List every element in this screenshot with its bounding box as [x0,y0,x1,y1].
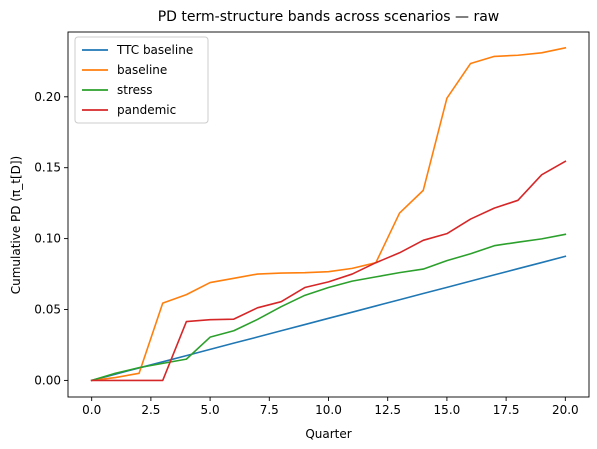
legend-label: baseline [117,63,167,77]
legend-label: TTC baseline [116,43,193,57]
x-tick-label: 15.0 [434,403,461,417]
series-line-pandemic [90,160,567,382]
y-tick-label: 0.10 [34,232,61,246]
chart-title: PD term-structure bands across scenarios… [158,9,500,25]
x-tick-label: 10.0 [315,403,342,417]
y-tick-label: 0.05 [34,303,61,317]
legend-box [74,36,209,124]
x-tick-label: 17.5 [493,403,520,417]
legend-label: pandemic [117,103,176,117]
plot-area: 0.0 2.5 5.0 7.5 10.0 12.5 15.0 17.5 20.0 0.00 0.05… [34,31,590,417]
x-axis-title: Quarter [305,427,351,441]
y-axis-title: Cumulative PD (π_t[D]) [9,156,23,295]
x-tick-label: 7.5 [260,403,279,417]
series-line-baseline [90,46,567,382]
y-tick-label: 0.20 [34,90,61,104]
y-tick-label: 0.15 [34,161,61,175]
x-tick-label: 20.0 [552,403,579,417]
x-tick-label: 0.0 [82,403,101,417]
x-tick-label: 12.5 [374,403,401,417]
x-tick-label: 2.5 [141,403,160,417]
legend-label: stress [117,83,153,97]
x-tick-label: 5.0 [201,403,220,417]
y-tick-label: 0.00 [34,373,61,387]
